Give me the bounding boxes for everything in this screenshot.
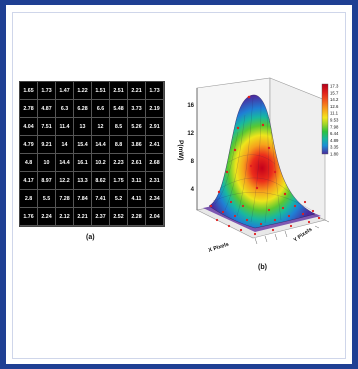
grid-cell: 6.6 <box>92 100 110 118</box>
grid-cell: 7.28 <box>56 190 74 208</box>
grid-cell: 2.12 <box>56 208 74 226</box>
colorbar-tick-label: 3.35 <box>330 145 339 150</box>
grid-cell: 1.65 <box>20 82 38 100</box>
grid-cell: 4.11 <box>128 190 146 208</box>
grid-cell: 2.8 <box>20 190 38 208</box>
figure-inner-border <box>12 12 346 359</box>
grid-cell: 8.97 <box>38 172 56 190</box>
y-axis-label: Y Pixels <box>293 227 314 244</box>
surface-mesh <box>212 97 314 224</box>
colorbar-tick-label: 15.7 <box>330 90 339 95</box>
colorbar-tick-label: 1.80 <box>330 152 339 157</box>
grid-cell: 10 <box>38 154 56 172</box>
grid-cell: 16.1 <box>74 154 92 172</box>
grid-cell: 7.41 <box>92 190 110 208</box>
colorbar-tick-label: 9.53 <box>330 118 339 123</box>
grid-cell: 14.4 <box>56 154 74 172</box>
grid-cell: 1.47 <box>56 82 74 100</box>
grid-cell: 9.21 <box>38 136 56 154</box>
grid-cell: 2.31 <box>146 172 164 190</box>
colorbar-tick-label: 12.6 <box>330 104 339 109</box>
grid-cell: 3.86 <box>128 136 146 154</box>
power-grid-table: 1.65 1.73 1.47 1.22 1.51 2.51 2.21 1.73 2.78 4.87… <box>19 81 165 227</box>
grid-cell: 2.34 <box>146 190 164 208</box>
grid-cell: 5.2 <box>110 190 128 208</box>
z-axis-label: P(mW) <box>177 140 184 161</box>
surface-peak <box>208 94 316 229</box>
grid-cell: 4.17 <box>20 172 38 190</box>
grid-cell: 6.3 <box>56 100 74 118</box>
grid-cell: 2.19 <box>146 100 164 118</box>
grid-cell: 1.73 <box>146 82 164 100</box>
grid-cell: 5.26 <box>128 118 146 136</box>
grid-cell: 13 <box>74 118 92 136</box>
grid-cell: 2.78 <box>20 100 38 118</box>
grid-cell: 4.87 <box>38 100 56 118</box>
grid-cell: 12 <box>92 118 110 136</box>
floor-tick-marks <box>254 219 330 245</box>
grid-cell: 3.11 <box>128 172 146 190</box>
grid-cell: 14.4 <box>92 136 110 154</box>
grid-cell: 14 <box>56 136 74 154</box>
grid-cell: 1.76 <box>20 208 38 226</box>
grid-cell: 2.37 <box>92 208 110 226</box>
grid-cell: 15.4 <box>74 136 92 154</box>
colorbar-tick-label: 14.2 <box>330 97 339 102</box>
grid-cell: 2.68 <box>146 154 164 172</box>
grid-cell: 1.73 <box>38 82 56 100</box>
caption-a: (a) <box>86 234 95 241</box>
z-tick-16: 16 <box>187 103 194 109</box>
grid-cell: 2.52 <box>110 208 128 226</box>
grid-cell: 2.91 <box>146 118 164 136</box>
grid-cell: 4.79 <box>20 136 38 154</box>
grid-cell: 2.51 <box>110 82 128 100</box>
grid-cell: 10.2 <box>92 154 110 172</box>
grid-cell: 8.8 <box>110 136 128 154</box>
surface-plot-3d: 16 12 8 4 P(mW) X Pixels Y Pixels 17.315… <box>177 77 339 254</box>
measured-points <box>209 95 321 236</box>
grid-cell: 4.04 <box>20 118 38 136</box>
grid-cell: 2.04 <box>146 208 164 226</box>
grid-cell: 13.3 <box>74 172 92 190</box>
grid-cell: 1.51 <box>92 82 110 100</box>
colorbar-tick-label: 6.44 <box>330 131 339 136</box>
grid-cell: 8.5 <box>110 118 128 136</box>
z-tick-4: 4 <box>191 187 195 193</box>
colorbar <box>321 83 329 155</box>
grid-cell: 1.22 <box>74 82 92 100</box>
z-tick-12: 12 <box>187 131 194 137</box>
grid-cell: 1.75 <box>110 172 128 190</box>
grid-cell: 7.51 <box>38 118 56 136</box>
grid-cell: 2.21 <box>128 82 146 100</box>
colorbar-ticks: 17.315.7 14.2 12.6 11.1 9.537.98 6.44 4.89 3.35… <box>330 84 339 157</box>
caption-b: (b) <box>258 264 267 271</box>
grid-cell: 2.61 <box>128 154 146 172</box>
x-axis-label: X Pixels <box>208 242 230 254</box>
grid-cell: 2.24 <box>38 208 56 226</box>
grid-cell: 6.28 <box>74 100 92 118</box>
grid-cell: 2.21 <box>74 208 92 226</box>
z-tick-8: 8 <box>191 159 195 165</box>
grid-cell: 3.73 <box>128 100 146 118</box>
colorbar-tick-label: 17.3 <box>330 84 339 89</box>
grid-cell: 12.2 <box>56 172 74 190</box>
grid-cell: 2.41 <box>146 136 164 154</box>
colorbar-tick-label: 7.98 <box>330 124 339 129</box>
grid-cell: 4.8 <box>20 154 38 172</box>
grid-cell: 8.62 <box>92 172 110 190</box>
grid-cell: 2.28 <box>128 208 146 226</box>
grid-cell: 11.4 <box>56 118 74 136</box>
grid-cell: 7.84 <box>74 190 92 208</box>
grid-cell: 5.5 <box>38 190 56 208</box>
colorbar-tick-label: 4.89 <box>330 138 339 143</box>
colorbar-tick-label: 11.1 <box>330 111 339 116</box>
grid-cell: 5.48 <box>110 100 128 118</box>
grid-cell: 2.23 <box>110 154 128 172</box>
